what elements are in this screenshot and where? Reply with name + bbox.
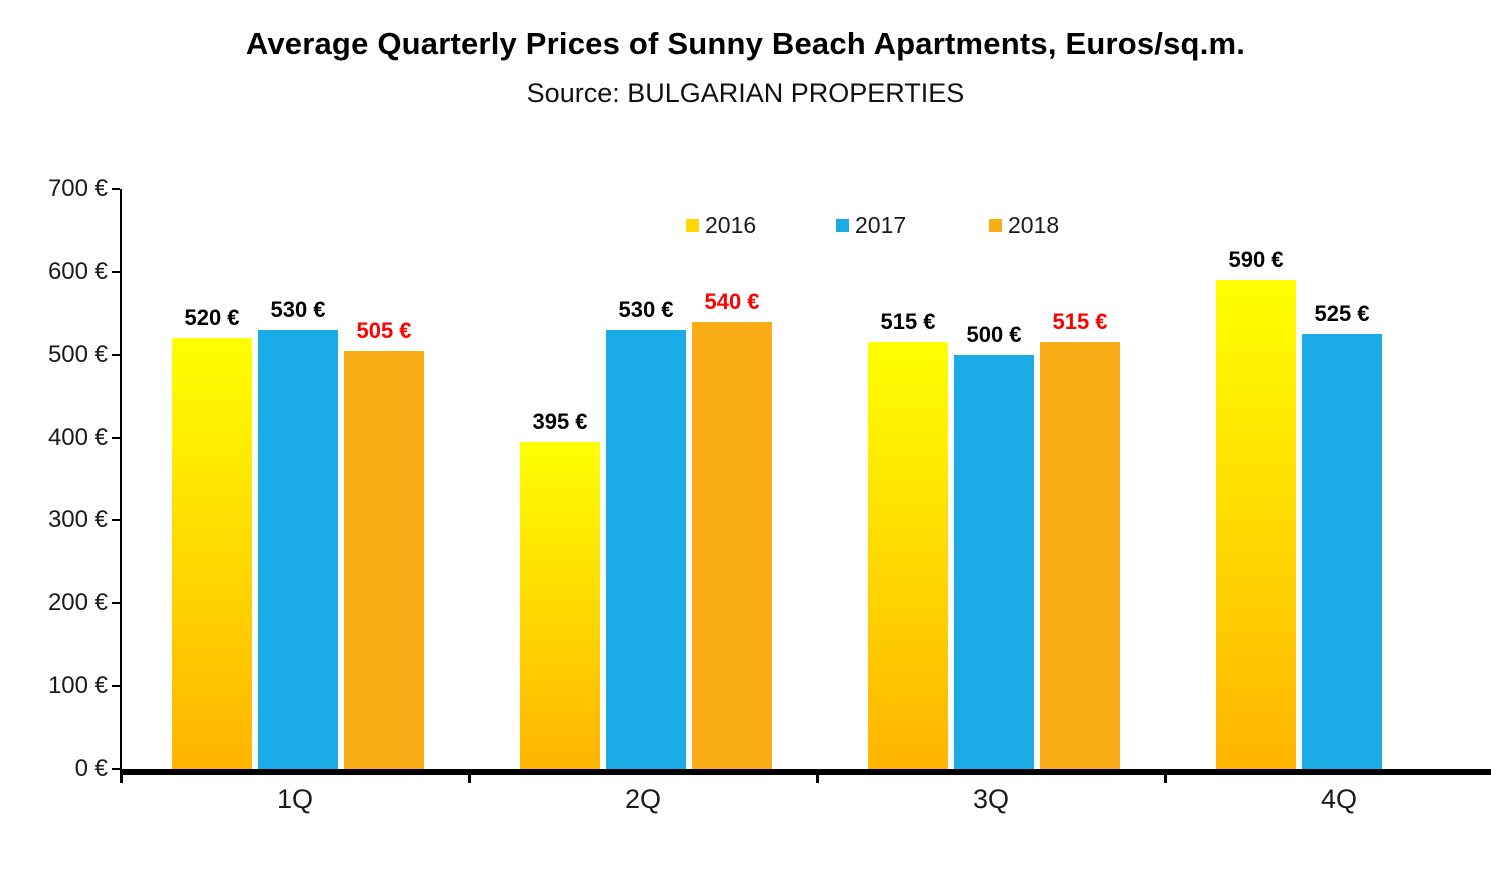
bar-label-2017-2Q: 530 € — [618, 296, 674, 322]
bar-2018-3Q — [1040, 342, 1120, 769]
y-tick-label-700: 700 € — [47, 175, 108, 202]
y-axis-tick — [112, 353, 120, 356]
bar-2016-2Q — [520, 441, 600, 769]
bar-label-2018-3Q: 515 € — [1052, 309, 1108, 335]
bar-2018-1Q — [344, 350, 424, 769]
legend-swatch-2018 — [989, 218, 1002, 232]
bar-2017-1Q — [258, 329, 338, 769]
x-axis-tick — [1164, 769, 1167, 783]
x-axis-label-1Q: 1Q — [276, 784, 314, 814]
y-axis-tick — [112, 602, 120, 605]
bar-label-2016-1Q: 520 € — [184, 305, 240, 331]
bar-label-2018-1Q: 505 € — [356, 317, 412, 343]
bar-label-2016-4Q: 590 € — [1228, 247, 1284, 273]
bar-2017-2Q — [606, 329, 686, 769]
bar-2018-2Q — [692, 321, 772, 769]
legend-label-2018: 2018 — [1008, 212, 1060, 238]
legend-label-2016: 2016 — [705, 212, 757, 238]
legend-item-2018: 2018 — [989, 212, 1059, 238]
bar-label-2016-2Q: 395 € — [532, 408, 588, 434]
chart-subtitle: Source: BULGARIAN PROPERTIES — [526, 78, 965, 108]
bar-label-2016-3Q: 515 € — [880, 309, 936, 335]
bar-label-2017-3Q: 500 € — [966, 321, 1022, 347]
y-axis-tick — [112, 270, 120, 273]
bar-2017-4Q — [1302, 334, 1382, 769]
bar-2017-3Q — [954, 354, 1034, 769]
x-axis-label-4Q: 4Q — [1320, 784, 1358, 814]
legend-item-2016: 2016 — [686, 212, 756, 238]
x-axis-label-3Q: 3Q — [972, 784, 1010, 814]
legend-swatch-2016 — [686, 218, 699, 232]
bar-label-2018-2Q: 540 € — [704, 288, 760, 314]
y-tick-label-0: 0 € — [74, 755, 108, 782]
x-axis-tick — [120, 769, 123, 783]
y-tick-label-300: 300 € — [47, 506, 108, 534]
y-axis-tick — [112, 685, 120, 688]
legend-label-2017: 2017 — [855, 212, 907, 238]
x-axis-label-2Q: 2Q — [624, 784, 662, 814]
x-axis-tick — [468, 769, 471, 783]
y-tick-label-200: 200 € — [47, 589, 108, 617]
y-tick-label-100: 100 € — [47, 672, 108, 700]
chart-title: Average Quarterly Prices of Sunny Beach … — [245, 26, 1246, 61]
bar-label-2017-1Q: 530 € — [270, 296, 326, 322]
y-tick-label-500: 500 € — [47, 340, 108, 368]
bar-2016-3Q — [868, 342, 948, 769]
y-axis-line — [120, 189, 122, 769]
bar-label-2017-4Q: 525 € — [1314, 301, 1370, 326]
y-axis-tick — [112, 519, 120, 522]
legend-item-2017: 2017 — [836, 212, 906, 238]
y-axis-tick — [112, 188, 120, 190]
y-tick-label-600: 600 € — [47, 257, 108, 285]
bar-2016-1Q — [172, 338, 252, 769]
y-axis-tick — [112, 436, 120, 439]
legend-swatch-2017 — [836, 218, 849, 232]
x-axis-tick — [816, 769, 819, 783]
bar-2016-4Q — [1216, 280, 1296, 769]
y-axis-tick — [112, 768, 120, 770]
y-tick-label-400: 400 € — [47, 423, 108, 451]
x-axis-line — [121, 769, 1491, 775]
